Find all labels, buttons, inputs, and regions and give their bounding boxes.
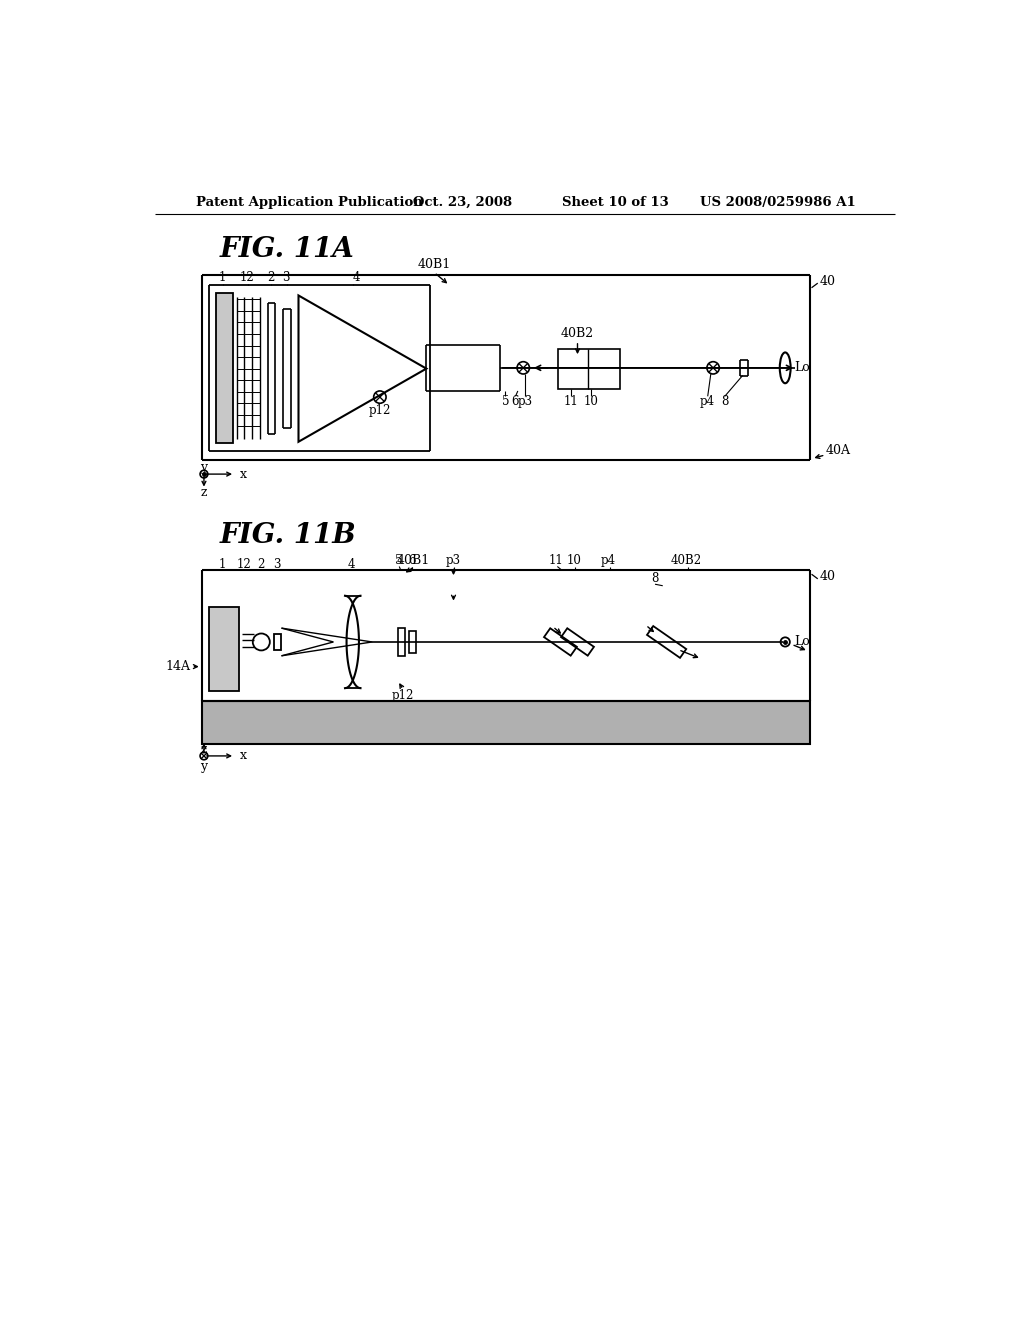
Text: 10: 10 [566,554,581,566]
Text: Oct. 23, 2008: Oct. 23, 2008 [414,195,512,209]
Text: x: x [240,467,247,480]
Bar [202,701,810,743]
Text: 6: 6 [408,554,416,566]
Text: 40B1: 40B1 [396,554,430,566]
Text: 4: 4 [347,557,355,570]
Text: p4: p4 [601,554,616,566]
Text: x: x [240,750,247,763]
Text: 3: 3 [283,271,290,284]
Text: 12: 12 [237,557,252,570]
Text: 11: 11 [549,554,563,566]
Text: 1: 1 [219,557,226,570]
Text: 5: 5 [395,554,403,566]
Text: Patent Application Publication: Patent Application Publication [197,195,423,209]
Text: p4: p4 [700,395,715,408]
Bar [209,607,239,692]
Text: 6: 6 [512,395,519,408]
Text: z: z [201,743,207,756]
Text: 40: 40 [820,570,836,583]
Text: 10: 10 [584,395,598,408]
Text: 2: 2 [267,271,274,284]
Text: p3: p3 [445,554,461,566]
Bar [558,350,621,389]
Bar [397,628,406,656]
Text: 14A: 14A [165,660,190,673]
Bar [410,631,416,653]
Text: 8: 8 [651,572,658,585]
Text: 40A: 40A [825,445,851,458]
Text: 40B2: 40B2 [671,554,701,566]
Text: 4: 4 [353,271,360,284]
Text: FIG. 11B: FIG. 11B [219,523,356,549]
Text: 2: 2 [257,557,264,570]
Text: 40B1: 40B1 [418,259,451,271]
Text: Lo: Lo [795,362,810,375]
Text: 40B2: 40B2 [561,327,594,341]
Text: p12: p12 [369,404,391,417]
Text: Lo: Lo [795,635,810,648]
Text: Sheet 10 of 13: Sheet 10 of 13 [562,195,669,209]
Bar [273,635,282,649]
Text: 11: 11 [564,395,579,408]
Text: 1: 1 [219,271,226,284]
Bar [216,293,232,444]
Text: 12: 12 [240,271,255,284]
Text: z: z [201,486,207,499]
Text: 5: 5 [502,395,509,408]
Text: p3: p3 [517,395,532,408]
Text: y: y [201,462,208,474]
Text: 40: 40 [820,275,836,288]
Text: 8: 8 [721,395,728,408]
Text: US 2008/0259986 A1: US 2008/0259986 A1 [700,195,856,209]
Text: y: y [201,760,208,774]
Text: FIG. 11A: FIG. 11A [219,236,354,263]
Text: p12: p12 [392,689,415,702]
Text: 3: 3 [273,557,281,570]
